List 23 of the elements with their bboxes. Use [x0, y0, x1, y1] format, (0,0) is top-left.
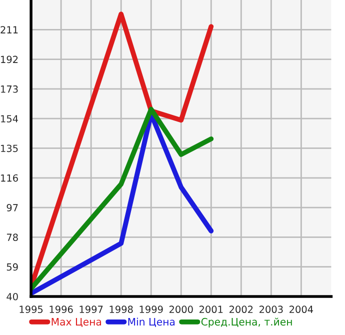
x-tick-label: 1996	[50, 306, 73, 314]
y-tick-label: 192	[1, 56, 18, 64]
y-tick-label: 78	[6, 234, 18, 242]
y-tick-label: 211	[0, 26, 18, 34]
x-tick-label: 2002	[229, 306, 253, 314]
legend-label: Min Цена	[128, 318, 175, 328]
legend-label: Max Цена	[52, 318, 102, 328]
x-tick-label: 1997	[80, 306, 103, 314]
y-tick-label: 97	[6, 204, 18, 212]
y-tick-label: 135	[1, 144, 18, 152]
y-tick-label: 173	[1, 85, 18, 93]
y-tick-label: 154	[1, 115, 18, 122]
x-tick-label: 2000	[169, 306, 193, 314]
y-tick-label: 40	[6, 292, 18, 300]
y-tick-label: 59	[6, 263, 18, 271]
legend-label: Сред.Цена, т.йен	[201, 318, 292, 328]
x-tick-label: 1999	[140, 306, 163, 314]
x-tick-label: 2003	[260, 306, 283, 314]
x-tick-label: 2001	[199, 306, 223, 314]
y-tick-label: 116	[1, 174, 18, 182]
x-tick-label: 1998	[110, 306, 133, 314]
x-tick-label: 1995	[20, 306, 43, 314]
x-tick-label: 2004	[290, 306, 314, 314]
